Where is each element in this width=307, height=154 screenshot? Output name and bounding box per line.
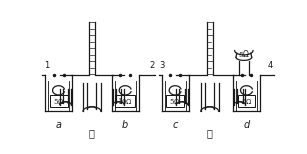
Text: b: b [122,120,128,130]
Text: 2: 2 [150,61,155,75]
Text: 5$\Omega$: 5$\Omega$ [238,48,250,59]
Bar [115,95,135,107]
Text: 1: 1 [44,61,49,75]
Text: 5$\Omega$: 5$\Omega$ [169,97,181,105]
Text: c: c [173,120,178,130]
Text: d: d [243,120,250,130]
Text: a: a [56,120,62,130]
Text: 4: 4 [268,61,274,75]
Bar [166,95,184,107]
Text: 5$\Omega$: 5$\Omega$ [53,97,64,105]
Bar [50,95,68,107]
Text: 甲: 甲 [89,128,95,138]
Text: 乙: 乙 [207,128,213,138]
Bar [238,95,255,107]
Text: 10$\Omega$: 10$\Omega$ [117,96,133,106]
Text: 3: 3 [160,61,165,75]
Text: 5$\Omega$: 5$\Omega$ [241,97,252,105]
